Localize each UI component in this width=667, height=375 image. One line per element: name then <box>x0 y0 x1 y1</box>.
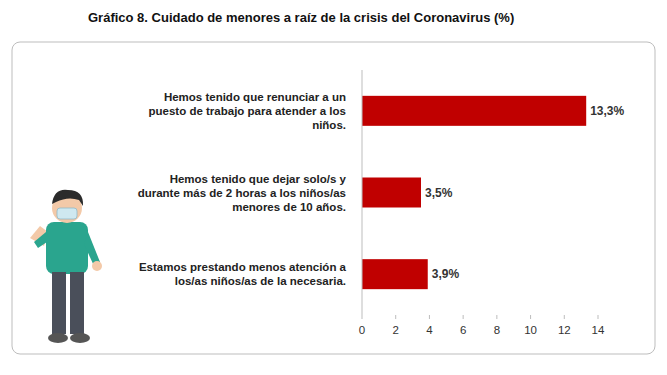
tick-mark <box>530 315 531 319</box>
title: Gráfico 8. Cuidado de menores a raíz de … <box>88 10 514 25</box>
category-line: menores de 10 años. <box>232 201 346 213</box>
shoe <box>48 333 68 343</box>
labels: 13,3% 3,5% 3,9% <box>425 104 625 281</box>
axis-line <box>362 70 363 315</box>
data-label: 13,3% <box>590 104 624 118</box>
bars <box>362 96 586 289</box>
category-label: Hemos tenido que dejar solo/s y durante m… <box>138 173 347 213</box>
mask <box>57 208 77 219</box>
x-axis: 0 2 4 6 8 10 12 14 <box>359 315 605 336</box>
category-line: durante más de 2 horas a los niños/as <box>138 187 346 199</box>
tick-label: 6 <box>460 324 466 336</box>
category-label: Hemos tenido que renunciar a un puesto de… <box>149 91 346 131</box>
tick-label: 10 <box>524 324 537 336</box>
tick-label: 14 <box>592 324 605 336</box>
tick-mark <box>395 315 396 319</box>
category-line: Hemos tenido que renunciar a un <box>164 91 346 103</box>
arm <box>84 232 100 266</box>
data-label: 3,5% <box>425 186 453 200</box>
frame <box>12 42 655 354</box>
tick-label: 0 <box>359 324 365 336</box>
tick-mark <box>598 315 599 319</box>
tick-mark <box>496 315 497 319</box>
bar <box>362 178 421 208</box>
bar <box>362 96 586 126</box>
category-line: puesto de trabajo para atender a los <box>149 105 346 117</box>
category-label: Estamos prestando menos atención a los/as… <box>139 261 347 287</box>
shoe <box>70 333 90 343</box>
chart: Gráfico 8. Cuidado de menores a raíz de … <box>0 0 667 375</box>
category-line: niños. <box>312 119 346 131</box>
leg <box>70 272 84 334</box>
tick-mark <box>362 315 363 319</box>
tick-mark <box>463 315 464 319</box>
arm <box>34 232 50 248</box>
tick-mark <box>564 315 565 319</box>
tick-label: 4 <box>426 324 433 336</box>
tick-label: 8 <box>494 324 500 336</box>
category-line: Hemos tenido que dejar solo/s y <box>170 173 347 185</box>
leg <box>52 272 66 334</box>
bar <box>362 259 428 289</box>
tick-label: 2 <box>393 324 399 336</box>
illustration <box>30 190 102 343</box>
hair <box>52 190 83 206</box>
y-axis: Hemos tenido que renunciar a un puesto de… <box>138 91 347 287</box>
data-label: 3,9% <box>432 267 460 281</box>
shirt <box>46 222 88 274</box>
tick-label: 12 <box>558 324 571 336</box>
category-line: los/as niños/as de la necesaria. <box>175 275 346 287</box>
hand <box>92 261 102 271</box>
category-line: Estamos prestando menos atención a <box>139 261 347 273</box>
tick-mark <box>429 315 430 319</box>
